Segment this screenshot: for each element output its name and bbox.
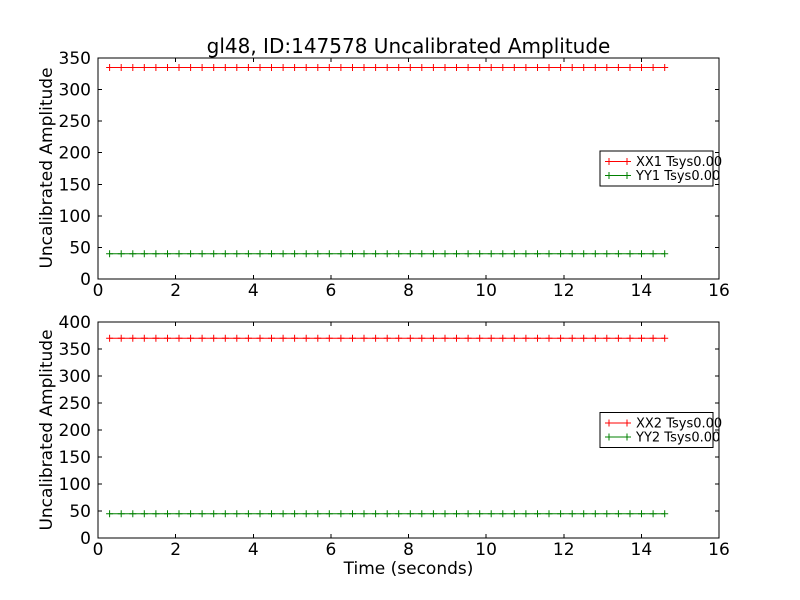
x-tick-label: 16 [708,540,730,560]
legend-sample-markers-yy2 [605,433,631,441]
ylabel-top: Uncalibrated Amplitude [37,67,57,269]
y-tick-label: 350 [59,49,91,69]
x-tick-label: 10 [475,540,497,560]
y-tick-label: 100 [59,207,91,227]
x-tick-label: 14 [631,281,653,301]
x-tick-label: 8 [403,540,414,560]
x-tick-label: 8 [403,281,414,301]
y-tick-label: 0 [80,270,91,290]
y-tick-label: 100 [59,475,91,495]
series-markers-yy2 [106,510,669,518]
series-markers-xx2 [106,334,669,342]
y-tick-label: 300 [59,367,91,387]
series-markers-xx1 [106,64,669,71]
y-tick-label: 350 [59,340,91,360]
legend-label-xx2: XX2 Tsys0.00 [636,417,722,432]
legend-label-yy2: YY2 Tsys0.00 [635,431,720,446]
y-tick-label: 0 [80,529,91,549]
x-tick-label: 4 [248,540,259,560]
chart-title: gl48, ID:147578 Uncalibrated Amplitude [206,34,611,58]
y-tick-label: 250 [59,394,91,414]
legend-label-yy1: YY1 Tsys0.00 [635,169,720,184]
y-tick-label: 50 [69,238,91,258]
x-tick-label: 6 [325,281,336,301]
y-tick-label: 300 [59,81,91,101]
x-tick-label: 2 [170,540,181,560]
y-tick-label: 200 [59,421,91,441]
ylabel-bottom: Uncalibrated Amplitude [37,329,57,531]
legend-box [599,411,714,449]
subplot-bottom: 0 2 4 6 8 10 12 14 16050100150200250300350400XX2… [59,313,730,560]
x-tick-label: 12 [553,281,575,301]
x-tick-label: 2 [170,281,181,301]
y-tick-label: 50 [69,502,91,522]
legend-box [599,150,714,187]
x-tick-label: 0 [93,281,104,301]
y-tick-label: 400 [59,313,91,333]
legend-sample-markers-xx2 [605,419,631,427]
y-tick-label: 150 [59,448,91,468]
x-tick-label: 16 [708,281,730,301]
x-tick-label: 10 [475,281,497,301]
x-tick-label: 4 [248,281,259,301]
x-tick-label: 0 [93,540,104,560]
xlabel: Time (seconds) [343,559,474,579]
series-markers-yy1 [106,250,669,258]
legend-label-xx1: XX1 Tsys0.00 [636,155,722,170]
y-tick-label: 150 [59,175,91,195]
legend-sample-markers-yy1 [605,172,631,179]
x-tick-label: 14 [631,540,653,560]
legend-sample-markers-xx1 [605,158,631,165]
x-tick-label: 12 [553,540,575,560]
y-tick-label: 250 [59,112,91,132]
y-tick-label: 200 [59,144,91,164]
x-tick-label: 6 [325,540,336,560]
subplot-top: 0 2 4 6 8 10 12 14 16 0 50 100 150 200 250 300 350 XX1 Ts… [59,49,730,301]
